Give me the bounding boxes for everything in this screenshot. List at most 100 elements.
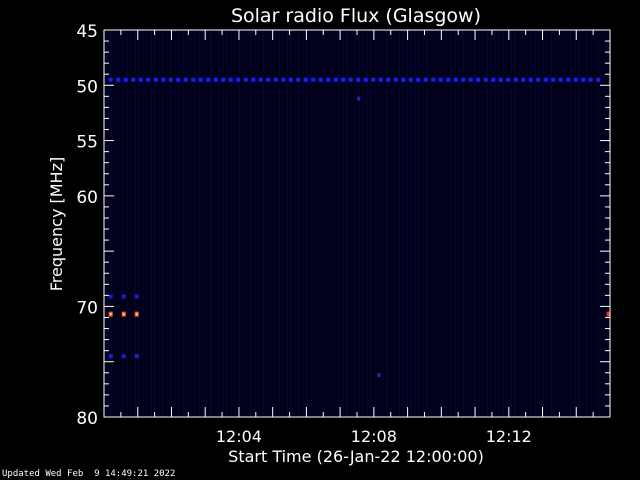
noise-streak (262, 30, 264, 417)
emission-mark (491, 77, 496, 82)
noise-streak (534, 30, 536, 417)
noise-streak (218, 30, 220, 417)
noise-streak (310, 30, 312, 417)
noise-streak (442, 30, 444, 417)
emission-mark (146, 77, 151, 82)
noise-streak (526, 30, 528, 417)
emission-core (109, 313, 112, 316)
emission-mark (513, 77, 518, 82)
emission-mark (108, 77, 113, 82)
noise-streak (482, 30, 484, 417)
noise-streak (266, 30, 268, 417)
emission-mark (341, 77, 346, 82)
noise-streak (286, 30, 288, 417)
emission-mark (506, 77, 511, 82)
emission-mark (161, 77, 166, 82)
noise-streak (290, 30, 292, 417)
noise-streak (350, 30, 352, 417)
noise-streak (182, 30, 184, 417)
noise-streak (590, 30, 592, 417)
noise-streak (230, 30, 232, 417)
noise-streak (446, 30, 448, 417)
noise-streak (474, 30, 476, 417)
emission-mark (108, 294, 113, 299)
emission-mark (266, 77, 271, 82)
emission-mark (401, 77, 406, 82)
y-tick-label: 60 (76, 188, 98, 208)
noise-streak (142, 30, 144, 417)
emission-mark (551, 77, 556, 82)
noise-streak (250, 30, 252, 417)
noise-streak (122, 30, 124, 417)
noise-streak (166, 30, 168, 417)
emission-mark (566, 77, 571, 82)
emission-mark (536, 77, 541, 82)
emission-mark (356, 77, 361, 82)
noise-streak (598, 30, 600, 417)
y-tick-label: 55 (76, 133, 98, 153)
noise-streak (338, 30, 340, 417)
noise-streak (566, 30, 568, 417)
emission-mark (483, 77, 488, 82)
noise-streak (574, 30, 576, 417)
emission-mark (191, 77, 196, 82)
emission-mark (296, 77, 301, 82)
noise-streak (258, 30, 260, 417)
emission-mark (606, 311, 610, 317)
noise-streak (570, 30, 572, 417)
noise-streak (602, 30, 604, 417)
noise-streak (418, 30, 420, 417)
emission-core (122, 313, 125, 316)
noise-streak (298, 30, 300, 417)
noise-streak (462, 30, 464, 417)
noise-streak (402, 30, 404, 417)
noise-streak (282, 30, 284, 417)
noise-streak (278, 30, 280, 417)
noise-streak (494, 30, 496, 417)
emission-mark (363, 77, 368, 82)
noise-streak (190, 30, 192, 417)
noise-streak (398, 30, 400, 417)
noise-streak (438, 30, 440, 417)
emission-mark (348, 77, 353, 82)
noise-streak (186, 30, 188, 417)
noise-streak (162, 30, 164, 417)
emission-mark (558, 77, 563, 82)
noise-streak (198, 30, 200, 417)
noise-streak (578, 30, 580, 417)
emission-mark (326, 77, 331, 82)
noise-streak (138, 30, 140, 417)
noise-streak (466, 30, 468, 417)
noise-streak (194, 30, 196, 417)
noise-streak (514, 30, 516, 417)
noise-streak (362, 30, 364, 417)
emission-mark (408, 77, 413, 82)
noise-streak (382, 30, 384, 417)
emission-mark (251, 77, 256, 82)
noise-streak (606, 30, 608, 417)
emission-mark (121, 294, 126, 299)
emission-mark (453, 77, 458, 82)
noise-streak (558, 30, 560, 417)
emission-mark (288, 77, 293, 82)
emission-mark (461, 77, 466, 82)
noise-streak (170, 30, 172, 417)
emission-mark (498, 77, 503, 82)
noise-streak (358, 30, 360, 417)
emission-mark (476, 77, 481, 82)
plot-background (104, 30, 610, 417)
y-tick-label: 80 (76, 409, 98, 429)
emission-mark (431, 77, 436, 82)
noise-streak (110, 30, 112, 417)
emission-mark (221, 77, 226, 82)
noise-streak (330, 30, 332, 417)
emission-mark (468, 77, 473, 82)
x-axis-label: Start Time (26-Jan-22 12:00:00) (228, 447, 484, 466)
x-tick-label: 12:12 (486, 427, 532, 446)
noise-streak (546, 30, 548, 417)
noise-streak (414, 30, 416, 417)
noise-streak (318, 30, 320, 417)
emission-mark (377, 372, 381, 377)
noise-streak (302, 30, 304, 417)
noise-streak (178, 30, 180, 417)
